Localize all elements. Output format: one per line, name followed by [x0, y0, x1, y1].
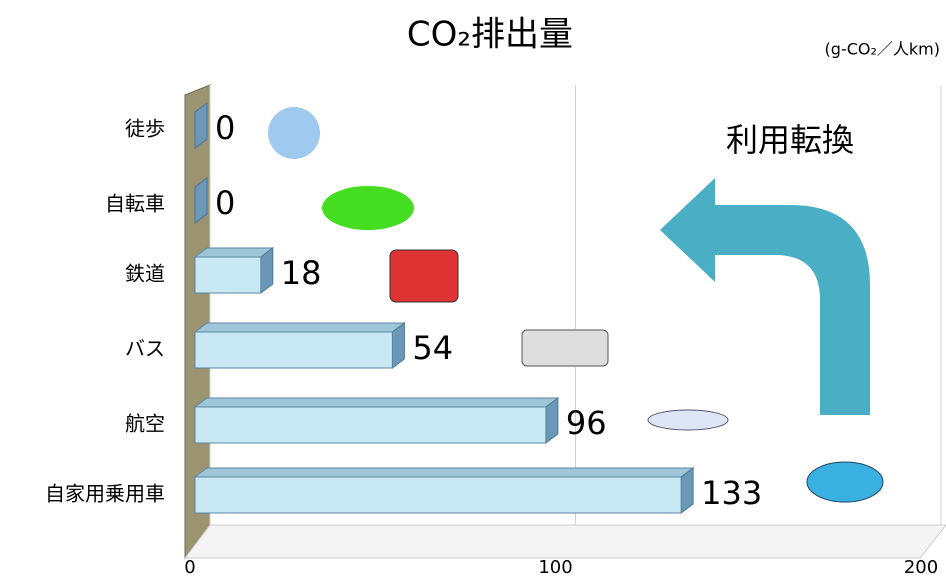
unit-label: (g-CO₂／人km) — [825, 40, 940, 59]
value-label: 0 — [215, 184, 235, 222]
value-label: 54 — [412, 329, 453, 367]
car-icon — [807, 462, 883, 502]
plane-icon — [648, 410, 728, 430]
x-tick-label: 200 — [904, 557, 938, 578]
train-icon — [390, 250, 458, 302]
value-label: 18 — [281, 254, 322, 292]
value-label: 133 — [701, 474, 762, 512]
floor — [185, 525, 946, 558]
x-tick-label: 100 — [538, 557, 572, 578]
bar-top — [195, 248, 273, 257]
walk-icon — [268, 107, 320, 159]
annotation: 利用転換 — [726, 121, 854, 159]
y-tick-label: 自転車 — [105, 192, 165, 216]
bar — [195, 257, 261, 293]
chart-title: CO₂排出量 — [407, 15, 573, 55]
y-tick-label: 鉄道 — [125, 262, 165, 286]
value-label: 0 — [215, 109, 235, 147]
bar-top — [195, 468, 693, 477]
bicycle-icon — [322, 186, 414, 230]
y-tick-label: 自家用乗用車 — [45, 482, 165, 506]
bar-top — [195, 398, 558, 407]
y-tick-label: 徒歩 — [125, 117, 165, 141]
bar — [195, 477, 681, 513]
bar-top — [195, 323, 404, 332]
y-tick-label: 航空 — [125, 412, 165, 436]
y-tick-label: バス — [125, 337, 165, 361]
bar — [195, 332, 392, 368]
x-tick-label: 0 — [184, 557, 195, 578]
bus-icon — [522, 330, 608, 366]
bar — [195, 407, 546, 443]
chart: CO₂排出量 (g-CO₂／人km) 利用転換 0 100 200 徒歩 0 自転車 0 鉄道… — [0, 0, 946, 581]
value-label: 96 — [566, 404, 607, 442]
shift-arrow — [660, 178, 870, 415]
